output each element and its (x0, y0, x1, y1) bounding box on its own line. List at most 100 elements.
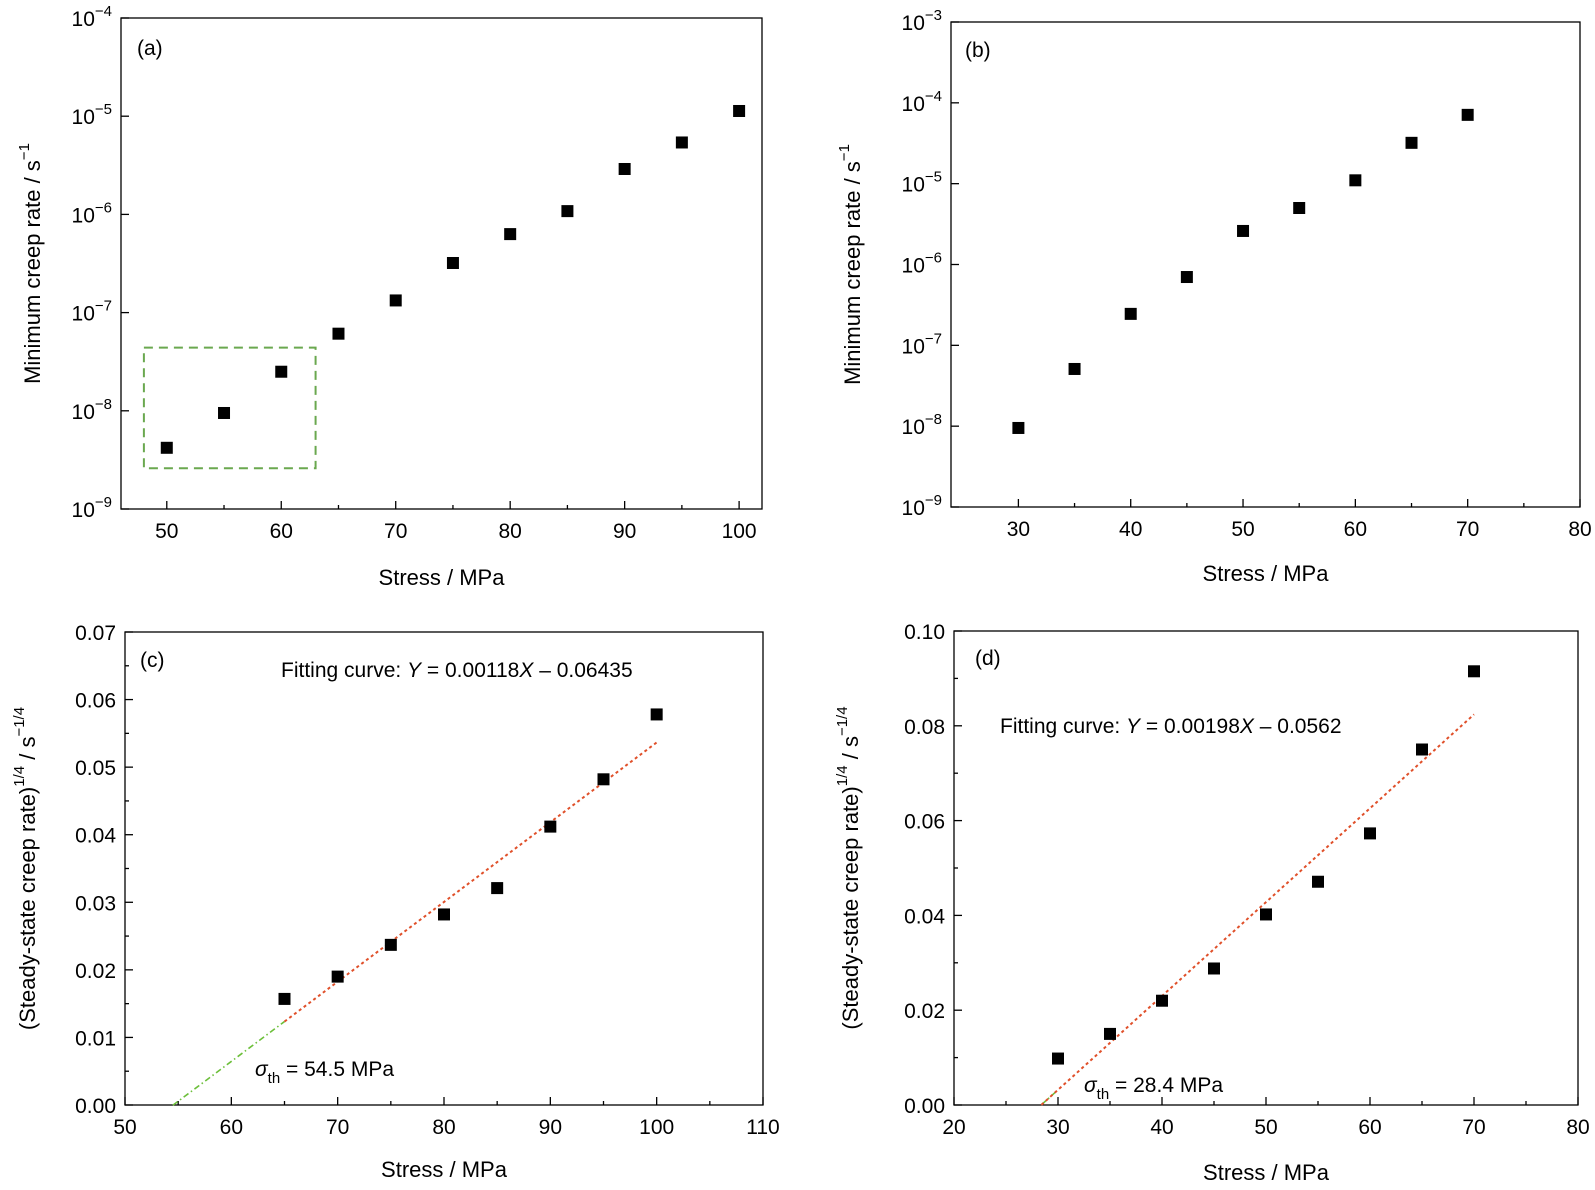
y-tick-label: 10−9 (72, 494, 112, 522)
y-tick-label: 0.04 (904, 905, 945, 928)
panel-d: 20 30 40 50 60 70 80 0.00 0.02 0.04 0.06 0.08 0.10 St… (834, 621, 1590, 1185)
x-tick-label: 60 (1344, 518, 1367, 541)
y-tick-label: 10−6 (902, 250, 942, 278)
x-tick-label: 40 (1150, 1116, 1173, 1139)
data-point (1068, 362, 1081, 375)
data-point (331, 970, 344, 983)
fit-equation: Fitting curve: Y = 0.00198X – 0.0562 (1000, 715, 1342, 738)
extrapolation-line (172, 1020, 285, 1106)
data-point (1260, 908, 1272, 921)
fit-line (1040, 713, 1475, 1106)
data-point (384, 938, 397, 951)
panel-label: (c) (140, 649, 165, 672)
panel-label: (b) (965, 39, 991, 62)
data-point (438, 908, 450, 921)
y-tick-label: 10−7 (902, 330, 942, 358)
data-point (733, 104, 746, 117)
x-tick-label: 60 (1358, 1116, 1381, 1139)
y-tick-label: 0.02 (904, 1000, 945, 1023)
data-point (278, 992, 291, 1005)
data-point (544, 820, 557, 833)
data-point (1364, 827, 1376, 840)
panel-a: 50 60 70 80 90 100 10−9 10−8 10−7 10−6 10−5 10−4 Str… (16, 3, 763, 590)
y-tick-label: 10−4 (902, 88, 942, 116)
plot-frame (124, 631, 764, 1106)
y-tick-label: 10−9 (902, 492, 942, 520)
data-point (1052, 1052, 1064, 1065)
threshold-stress-label: σth = 54.5 MPa (255, 1058, 394, 1087)
x-tick-label: 50 (1254, 1116, 1277, 1139)
x-tick-label: 80 (1568, 518, 1591, 541)
y-tick-label: 0.10 (904, 621, 945, 644)
x-tick-label: 90 (613, 520, 636, 543)
y-axis-title: (Steady-state creep rate)1/4 / s−1/4 (834, 706, 863, 1029)
x-tick-label: 70 (384, 520, 407, 543)
data-point (1104, 1027, 1116, 1040)
x-tick-label: 30 (1046, 1116, 1069, 1139)
data-point (504, 228, 517, 241)
data-point (1156, 994, 1168, 1007)
highlight-box (142, 346, 317, 470)
data-point (1012, 421, 1025, 434)
data-point (561, 205, 574, 218)
y-tick-label: 0.02 (75, 960, 116, 983)
y-tick-label: 0.00 (75, 1095, 116, 1118)
y-tick-label: 0.03 (75, 892, 116, 915)
data-point (650, 708, 663, 721)
fit-equation: Fitting curve: Y = 0.00118X – 0.06435 (281, 659, 633, 682)
threshold-stress-label: σth = 28.4 MPa (1084, 1074, 1223, 1103)
x-tick-label: 80 (1566, 1116, 1589, 1139)
y-axis-title: (Steady-state creep rate)1/4 / s−1/4 (11, 707, 40, 1030)
x-axis-title: Stress / MPa (381, 1157, 508, 1182)
data-point (618, 162, 631, 175)
data-point (160, 441, 173, 454)
x-axis-title: Stress / MPa (379, 565, 506, 590)
data-point (675, 136, 688, 149)
y-tick-label: 10−8 (902, 411, 942, 439)
x-tick-label: 100 (722, 520, 757, 543)
panel-label: (a) (137, 37, 163, 60)
data-point (446, 256, 459, 269)
y-tick-label: 0.06 (904, 811, 945, 834)
y-tick-label: 10−6 (72, 199, 112, 227)
data-point (1416, 743, 1428, 756)
x-tick-label: 60 (220, 1116, 243, 1139)
data-point (1461, 108, 1474, 121)
data-point (1293, 201, 1306, 214)
y-tick-label: 0.07 (75, 622, 116, 645)
data-point (1124, 307, 1137, 320)
y-axis-title: Minimum creep rate / s−1 (16, 143, 45, 384)
y-tick-label: 10−7 (72, 298, 112, 326)
y-axis-title: Minimum creep rate / s−1 (836, 144, 865, 385)
x-tick-label: 70 (326, 1116, 349, 1139)
data-point (1208, 962, 1220, 975)
x-axis-title: Stress / MPa (1203, 1160, 1330, 1185)
y-tick-label: 0.06 (75, 690, 116, 713)
plot-frame (120, 17, 763, 510)
x-tick-label: 50 (113, 1116, 136, 1139)
x-tick-label: 20 (942, 1116, 965, 1139)
x-tick-label: 100 (639, 1116, 674, 1139)
y-tick-label: 0.01 (75, 1027, 116, 1050)
x-axis-title: Stress / MPa (1203, 561, 1330, 586)
plot-frame (953, 630, 1579, 1106)
x-tick-label: 60 (270, 520, 293, 543)
data-point (597, 773, 610, 786)
x-tick-label: 80 (498, 520, 521, 543)
x-tick-label: 50 (155, 520, 178, 543)
x-tick-label: 40 (1119, 518, 1142, 541)
data-point (275, 365, 288, 378)
x-tick-label: 90 (539, 1116, 562, 1139)
panel-c: 50 60 70 80 90 100 110 0.00 0.01 0.02 0.03 0.04 0.05… (11, 622, 780, 1182)
y-tick-label: 10−5 (72, 101, 112, 129)
data-point (1349, 174, 1362, 187)
y-tick-label: 10−4 (72, 3, 112, 31)
data-point (1405, 136, 1418, 149)
x-tick-label: 110 (746, 1116, 779, 1139)
y-tick-label: 10−3 (902, 7, 942, 35)
plot-frame (950, 21, 1581, 508)
data-point (1180, 271, 1193, 284)
panel-b: 30 40 50 60 70 80 10−9 10−8 10−7 10−6 10−5 10−4 10−3… (836, 7, 1592, 586)
y-tick-label: 10−8 (72, 396, 112, 424)
data-point (1237, 224, 1250, 237)
